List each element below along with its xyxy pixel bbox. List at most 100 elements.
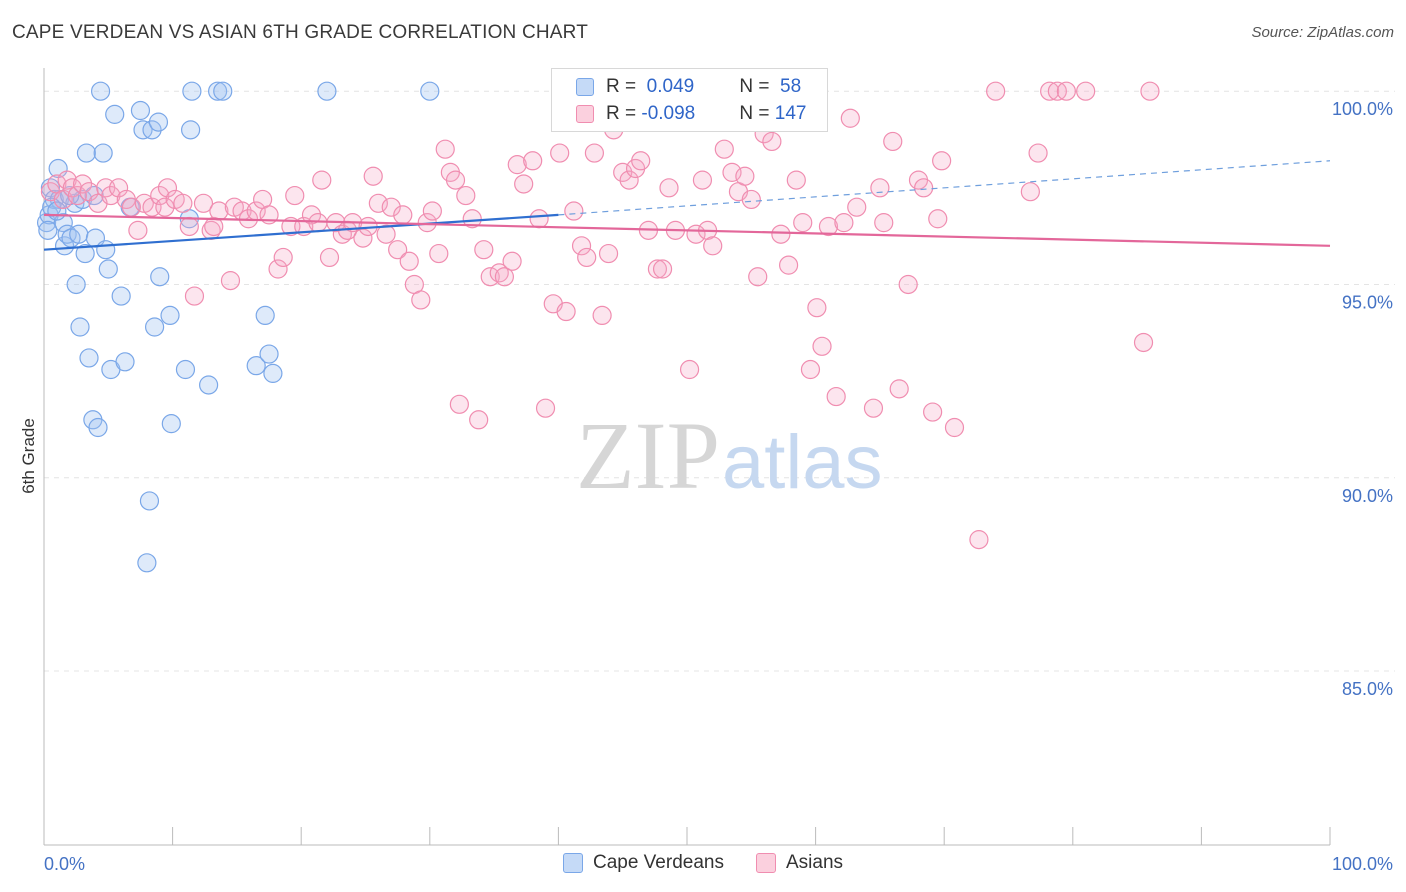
asian-point	[72, 174, 93, 194]
asian-point	[932, 151, 952, 171]
asian-point	[571, 236, 592, 256]
asian-point	[703, 236, 723, 256]
asian-point	[67, 185, 88, 206]
cape-verdean-point	[208, 81, 228, 101]
asian-point	[435, 139, 455, 159]
asian-point	[986, 81, 1006, 101]
asian-point	[969, 530, 989, 550]
cape-verdean-point	[213, 81, 233, 101]
grid-lines	[44, 90, 1395, 672]
legend-row-asians: R = -0.098 N = 147	[576, 101, 806, 127]
legend-r-value: 0.049	[641, 76, 695, 97]
asian-point	[1020, 182, 1040, 202]
cape-verdean-trend-dashed	[558, 160, 1331, 216]
asian-point	[847, 197, 867, 217]
y-tick-label: 95.0%	[1342, 292, 1393, 312]
asian-point	[1040, 81, 1060, 101]
asian-point	[220, 271, 241, 291]
cape-verdean-point	[160, 305, 180, 326]
asian-point	[523, 151, 543, 171]
asian-point	[363, 166, 383, 186]
watermark-zip: ZIP	[576, 402, 720, 509]
asian-point	[679, 359, 700, 380]
asian-point	[445, 170, 466, 190]
cape-verdean-point	[255, 305, 275, 326]
asian-point	[834, 213, 854, 233]
asian-point	[631, 151, 651, 171]
asian-point	[456, 185, 476, 206]
legend-swatch-pink	[755, 853, 776, 873]
cape-verdean-point	[130, 100, 151, 121]
asian-point	[735, 166, 755, 186]
asian-point	[157, 178, 178, 198]
asian-point	[812, 336, 832, 356]
asian-point	[535, 398, 556, 418]
y-tick-label: 85.0%	[1342, 679, 1393, 699]
asian-point	[928, 209, 948, 229]
legend-r-label: R =	[606, 76, 642, 97]
asian-point	[469, 410, 489, 430]
asian-point	[807, 298, 827, 318]
cape-verdean-point	[259, 344, 279, 364]
x-tick-label: 0.0%	[44, 854, 85, 874]
asian-point	[489, 263, 509, 283]
asian-point	[898, 274, 918, 295]
asian-point	[301, 205, 322, 225]
legend-swatch-blue	[576, 78, 594, 96]
asian-point	[793, 213, 813, 233]
asian-point	[381, 197, 401, 217]
asian-point	[128, 220, 148, 240]
correlation-legend: R = 0.049 N = 58 R = -0.098 N = 147	[551, 68, 828, 132]
cape-verdean-point	[105, 104, 125, 124]
asian-point	[619, 170, 639, 190]
cape-verdean-point	[420, 81, 440, 101]
asian-point	[429, 243, 449, 264]
asian-point	[285, 185, 305, 206]
asian-point	[748, 267, 768, 287]
cape-verdean-point	[70, 317, 90, 337]
cape-verdean-point	[111, 286, 131, 306]
asian-point	[647, 259, 668, 279]
watermark-atlas: atlas	[722, 420, 883, 505]
asian-point	[550, 143, 570, 163]
asian-point	[762, 131, 782, 152]
asian-point	[108, 178, 129, 198]
asian-point	[741, 189, 761, 210]
asian-point	[714, 139, 734, 159]
asian-point	[376, 224, 396, 244]
legend-n-label: N =	[739, 103, 775, 124]
asian-point	[786, 170, 806, 190]
asian-point	[393, 205, 413, 225]
cape-verdean-point	[263, 363, 283, 383]
legend-item-asians: Asians	[755, 852, 844, 874]
asian-point	[514, 174, 534, 194]
cape-verdean-point	[54, 236, 75, 256]
legend-swatch-pink	[576, 105, 594, 123]
asian-point	[474, 240, 494, 260]
legend-swatch-blue	[562, 853, 583, 873]
legend-label: Asians	[785, 852, 844, 873]
cape-verdean-point	[142, 120, 162, 140]
asian-point	[584, 143, 605, 163]
cape-verdean-point	[175, 359, 196, 380]
chart-title: CAPE VERDEAN VS ASIAN 6TH GRADE CORRELAT…	[12, 22, 589, 43]
asian-point	[826, 386, 846, 407]
asian-point	[800, 359, 821, 380]
cape-verdean-point	[199, 375, 219, 395]
asian-point	[173, 193, 193, 213]
asian-point	[388, 240, 408, 260]
trend-lines	[43, 160, 1331, 251]
asian-point	[923, 402, 943, 422]
asian-point	[598, 243, 619, 264]
asian-point	[449, 394, 469, 414]
asian-trend	[43, 213, 1331, 247]
asian-point	[319, 247, 340, 268]
cape-verdean-point	[90, 81, 111, 101]
asian-point	[889, 379, 909, 399]
cape-verdean-point	[66, 274, 86, 295]
cape-verdean-point	[150, 267, 170, 287]
asian-point	[1028, 143, 1048, 163]
cape-verdean-point	[93, 143, 113, 163]
asian-point	[184, 286, 205, 306]
